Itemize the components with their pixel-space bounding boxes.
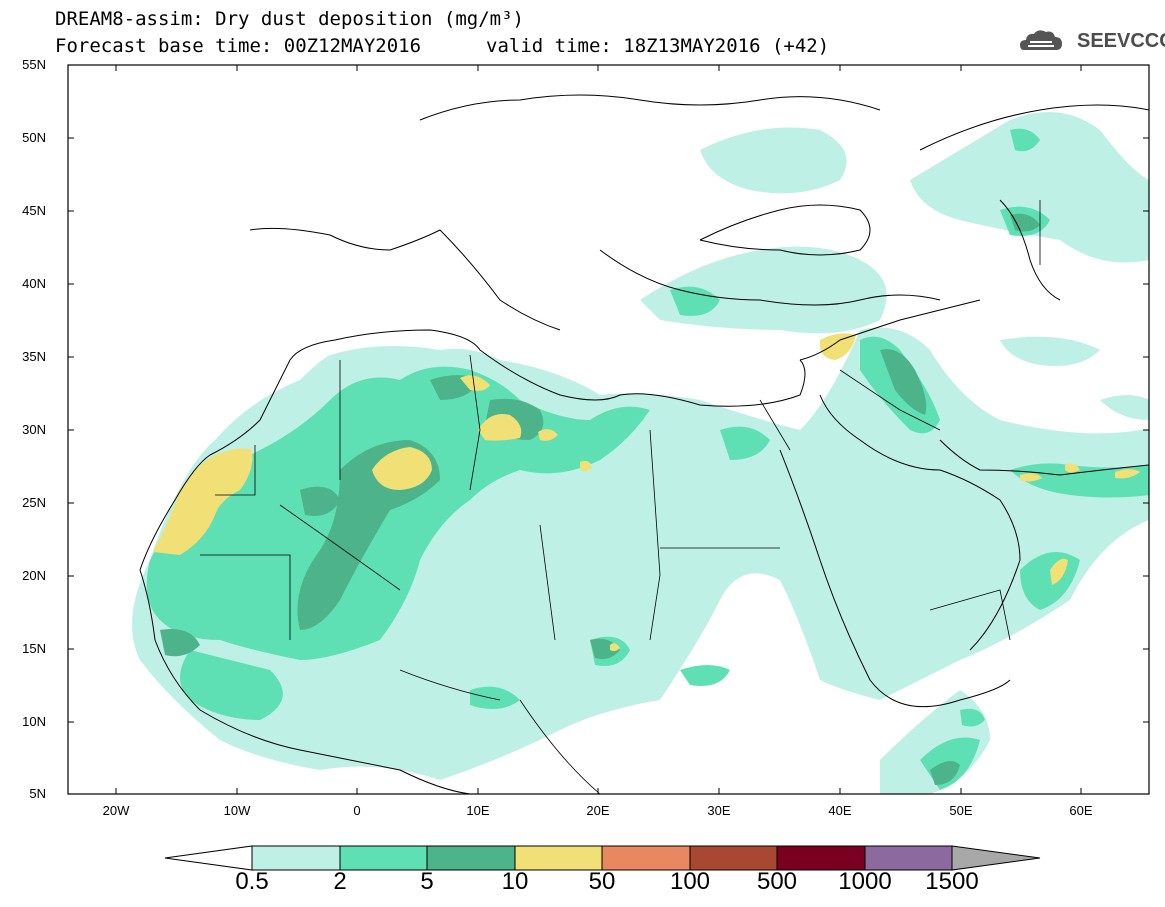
- colorbar-swatch-2: [426, 845, 516, 871]
- forecast-base-time: Forecast base time: 00Z12MAY2016: [55, 35, 422, 57]
- colorbar-label: 100: [669, 868, 711, 895]
- lat-label: 55N: [22, 57, 46, 72]
- lat-label: 10N: [22, 714, 46, 729]
- colorbar-label: 500: [756, 868, 798, 895]
- lon-label: 10W: [223, 803, 251, 818]
- lon-label: 60E: [1069, 803, 1093, 818]
- colorbar-swatch-0: [251, 845, 341, 871]
- country-borders: [200, 200, 1041, 794]
- colorbar-swatch-5: [689, 845, 778, 871]
- colorbar-label: 1000: [838, 868, 892, 895]
- colorbar-label: 1500: [925, 868, 979, 895]
- lat-label: 50N: [22, 130, 46, 145]
- colorbar-label: 5: [420, 868, 434, 895]
- lat-label: 30N: [22, 422, 46, 437]
- lat-label: 40N: [22, 276, 46, 291]
- colorbar-swatch-6: [776, 845, 866, 871]
- colorbar-swatch-1: [339, 845, 428, 871]
- valid-time: valid time: 18Z13MAY2016 (+42): [486, 35, 830, 57]
- lat-label: 15N: [22, 641, 46, 656]
- lat-label: 35N: [22, 349, 46, 364]
- colorbar-label: 0.5: [235, 868, 269, 895]
- colorbar-swatch-3: [514, 845, 603, 871]
- logo-text: SEEVCCC: [1077, 30, 1165, 52]
- colorbar-swatch-4: [601, 845, 691, 871]
- lon-label: 20W: [102, 803, 130, 818]
- colorbar-under-arrow: [164, 845, 253, 871]
- coastlines: [139, 94, 1149, 794]
- lat-label: 5N: [29, 786, 46, 801]
- lat-label: 20N: [22, 568, 46, 583]
- lon-label: 30E: [707, 803, 731, 818]
- colorbar-label: 50: [588, 868, 616, 895]
- colorbar-label: 2: [333, 868, 347, 895]
- map-title: DREAM8-assim: Dry dust deposition (mg/m³…: [55, 8, 524, 30]
- lon-label: 40E: [828, 803, 852, 818]
- lon-label: 10E: [466, 803, 490, 818]
- lat-label: 25N: [22, 495, 46, 510]
- lon-label: 0: [353, 803, 361, 818]
- colorbar: [164, 845, 1041, 871]
- lat-label: 45N: [22, 203, 46, 218]
- cloud-logo-icon: [1020, 30, 1062, 50]
- deposition-field: [132, 112, 1149, 794]
- axis-ticks: [68, 64, 1149, 794]
- lon-label: 50E: [949, 803, 973, 818]
- colorbar-over-arrow: [951, 845, 1041, 871]
- lon-label: 20E: [586, 803, 610, 818]
- colorbar-swatch-7: [864, 845, 953, 871]
- colorbar-label: 10: [501, 868, 529, 895]
